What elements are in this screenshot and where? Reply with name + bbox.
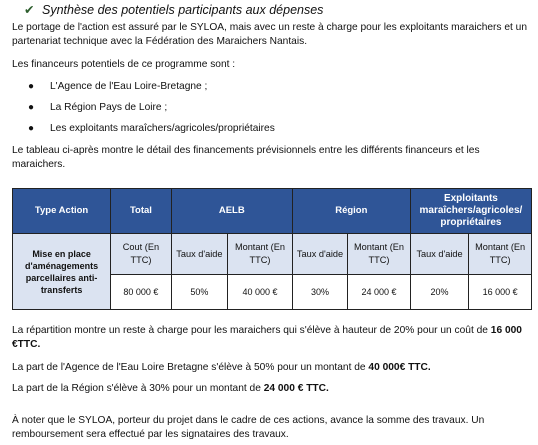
cell-aelb-taux: 50%: [170, 274, 229, 310]
subheader-exp-montant: Montant (En TTC): [468, 233, 532, 275]
header-aelb: AELB: [170, 188, 293, 234]
header-type-action: Type Action: [11, 188, 112, 234]
cell-cout: 80 000 €: [110, 274, 172, 310]
checkmark-icon: ✔: [24, 3, 35, 17]
subheader-region-taux: Taux d'aide: [291, 233, 349, 275]
section-heading-text: Synthèse des potentiels participants aux…: [42, 3, 324, 17]
subheader-cout: Cout (En TTC): [110, 233, 172, 275]
subheader-exp-taux: Taux d'aide: [409, 233, 470, 275]
list-item: ● L'Agence de l'Eau Loire-Bretagne ;: [28, 81, 208, 92]
summary-paragraph: La répartition montre un reste à charge …: [12, 325, 522, 350]
bullet-icon: ●: [28, 123, 35, 134]
bullet-icon: ●: [28, 102, 35, 113]
cell-region-taux: 30%: [291, 274, 349, 310]
aelb-share-paragraph: La part de l'Agence de l'Eau Loire Breta…: [12, 362, 431, 373]
list-item: ● La Région Pays de Loire ;: [28, 102, 168, 113]
section-heading: ✔ Synthèse des potentiels participants au…: [24, 2, 323, 17]
list-item: ● Les exploitants maraîchers/agricoles/pr…: [28, 123, 275, 134]
funders-intro: Les financeurs potentiels de ce programm…: [12, 59, 236, 70]
header-total: Total: [110, 188, 172, 234]
financing-table: Type Action Total AELB Région Exploitant…: [11, 188, 533, 310]
row-label: Mise en place d'aménagements parcellaire…: [11, 233, 112, 310]
subheader-aelb-montant: Montant (En TTC): [227, 233, 293, 275]
header-region: Région: [291, 188, 411, 234]
subheader-region-montant: Montant (En TTC): [347, 233, 411, 275]
cell-exp-montant: 16 000 €: [468, 274, 532, 310]
bullet-icon: ●: [28, 81, 35, 92]
region-share-paragraph: La part de la Région s'élève à 30% pour …: [12, 383, 329, 394]
intro-paragraph: Le portage de l'action est assuré par le…: [12, 22, 527, 47]
subheader-aelb-taux: Taux d'aide: [170, 233, 229, 275]
note-paragraph: À noter que le SYLOA, porteur du projet …: [12, 415, 485, 440]
header-exploitants: Exploitants maraîchers/agricoles/ propri…: [409, 188, 533, 234]
cell-exp-taux: 20%: [409, 274, 470, 310]
cell-region-montant: 24 000 €: [347, 274, 411, 310]
table-intro: Le tableau ci-après montre le détail des…: [12, 145, 480, 170]
cell-aelb-montant: 40 000 €: [227, 274, 293, 310]
